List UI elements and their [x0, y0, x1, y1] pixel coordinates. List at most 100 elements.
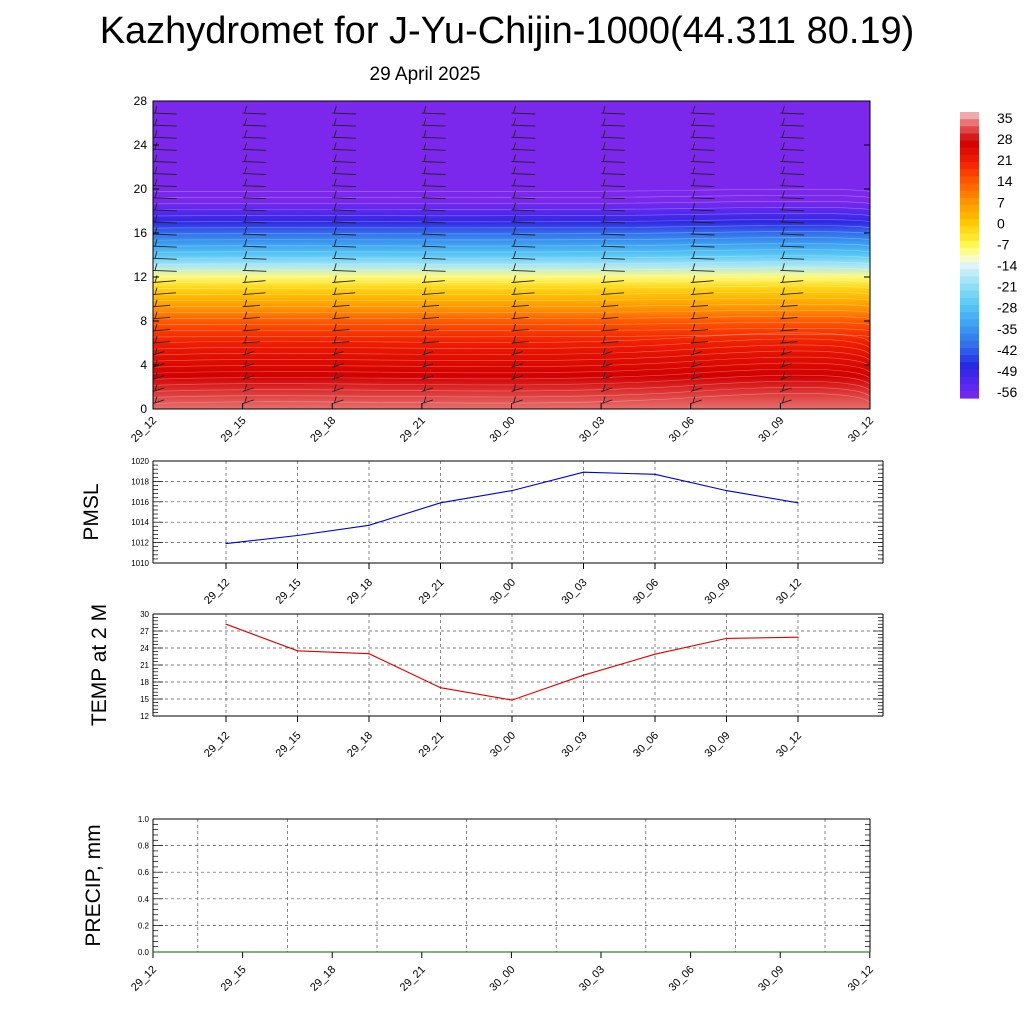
wind-barb-flag — [333, 105, 337, 114]
wind-barb-flag — [872, 288, 874, 295]
wind-barb — [153, 221, 177, 224]
wind-barb-flag — [602, 154, 606, 162]
wind-barb — [153, 233, 177, 236]
x-tick-label: 30_12 — [846, 415, 876, 445]
wind-barb — [421, 161, 446, 163]
wind-barb-flag — [154, 142, 158, 150]
wind-barb — [153, 185, 177, 188]
wind-barb-flag — [513, 263, 516, 271]
wind-barb — [332, 197, 356, 200]
wind-barb-flag — [244, 311, 248, 319]
wind-barb — [242, 233, 267, 236]
isotherm-line — [153, 393, 870, 404]
wind-barb-flag — [244, 142, 248, 150]
wind-barb — [242, 124, 267, 127]
wind-barb-flag — [872, 263, 874, 270]
wind-barb — [780, 112, 805, 115]
wind-barb-flag — [602, 118, 606, 126]
wind-barb — [690, 209, 715, 212]
x-tick-label: 29_18 — [345, 577, 375, 607]
isotherm-line — [153, 356, 870, 368]
wind-barb — [332, 317, 350, 320]
wind-barb — [153, 257, 177, 260]
wind-barb-flag — [333, 275, 337, 283]
wind-barb-flag — [154, 384, 158, 392]
colorbar-swatch — [960, 262, 979, 270]
wind-barb — [421, 257, 446, 260]
wind-barb — [601, 161, 625, 163]
wind-barb-flag — [692, 226, 696, 235]
wind-barb-flag — [513, 214, 516, 223]
wind-barb-flag — [244, 360, 248, 368]
wind-barb-flag — [333, 384, 337, 392]
wind-barb-flag — [333, 202, 337, 211]
wind-barb — [601, 124, 625, 127]
wind-barb — [601, 197, 625, 200]
wind-barb-flag — [154, 154, 158, 162]
colorbar-swatch — [960, 333, 979, 342]
wind-barb-flag — [602, 190, 606, 198]
wind-barb-flag — [244, 166, 248, 174]
wind-barb-flag — [513, 299, 516, 307]
colorbar-label: -21 — [997, 279, 1017, 295]
wind-barb — [332, 161, 356, 163]
wind-barb-flag — [513, 251, 516, 259]
colorbar-swatch — [960, 276, 979, 285]
wind-barb-flag — [781, 360, 785, 368]
colorbar-swatch — [960, 147, 979, 156]
wind-barb-flag — [154, 299, 158, 307]
wind-barb-flag — [781, 372, 785, 380]
wind-barb-flag — [692, 118, 696, 126]
wind-barb-flag — [154, 130, 158, 138]
wind-barb — [780, 209, 805, 212]
wind-barb-flag — [154, 251, 158, 259]
wind-barb-flag — [513, 372, 516, 380]
isotherm-line — [153, 285, 870, 289]
data-point — [797, 502, 799, 504]
wind-barb-flag — [781, 154, 785, 162]
wind-barb — [511, 197, 536, 200]
temp2m-panel: 12 15 18 21 24 27 30 29_12 29_15 29_18 29_21 30_00 3… — [88, 604, 884, 760]
colorbar-swatch — [960, 326, 979, 335]
wind-barb — [332, 269, 356, 272]
wind-barb-flag — [602, 226, 606, 235]
wind-barb-flag — [333, 360, 337, 368]
wind-barb — [511, 112, 536, 115]
wind-barb-flag — [513, 396, 516, 404]
wind-barb-flag — [872, 155, 874, 162]
wind-barb-flag — [781, 299, 785, 307]
wind-barb-flag — [872, 397, 874, 404]
wind-barb — [869, 282, 870, 283]
wind-barb-flag — [872, 215, 874, 222]
wind-barb — [690, 124, 715, 127]
isotherm-line — [153, 249, 870, 253]
wind-barb-flag — [423, 335, 427, 344]
wind-barb-flag — [692, 214, 696, 223]
x-tick-label: 30_12 — [774, 730, 804, 760]
y-tick-label: 30 — [140, 610, 149, 619]
wind-barb-flag — [602, 105, 606, 114]
colorbar-swatch — [960, 119, 979, 127]
wind-barb-flag — [781, 226, 785, 235]
wind-barb-flag — [423, 323, 427, 332]
wind-barb-flag — [692, 347, 696, 356]
wind-barb-flag — [513, 154, 516, 162]
wind-barb-flag — [423, 372, 427, 380]
wind-barb-flag — [513, 384, 516, 392]
isotherm-line — [153, 350, 870, 362]
colorbar-swatch — [960, 140, 979, 149]
wind-barb — [332, 329, 350, 332]
data-point — [296, 534, 299, 537]
wind-barb-flag — [333, 347, 337, 356]
wind-barb-flag — [244, 202, 248, 211]
wind-barb-flag — [781, 105, 785, 114]
wind-barb — [242, 197, 267, 200]
wind-barb-flag — [602, 323, 606, 332]
wind-barb-flag — [692, 166, 696, 174]
y-tick-label: 1012 — [131, 539, 149, 548]
wind-barb — [869, 294, 870, 295]
wind-barb-flag — [244, 251, 248, 259]
wind-barb — [153, 245, 177, 248]
wind-barb-flag — [423, 384, 427, 392]
wind-barb-flag — [423, 178, 427, 186]
